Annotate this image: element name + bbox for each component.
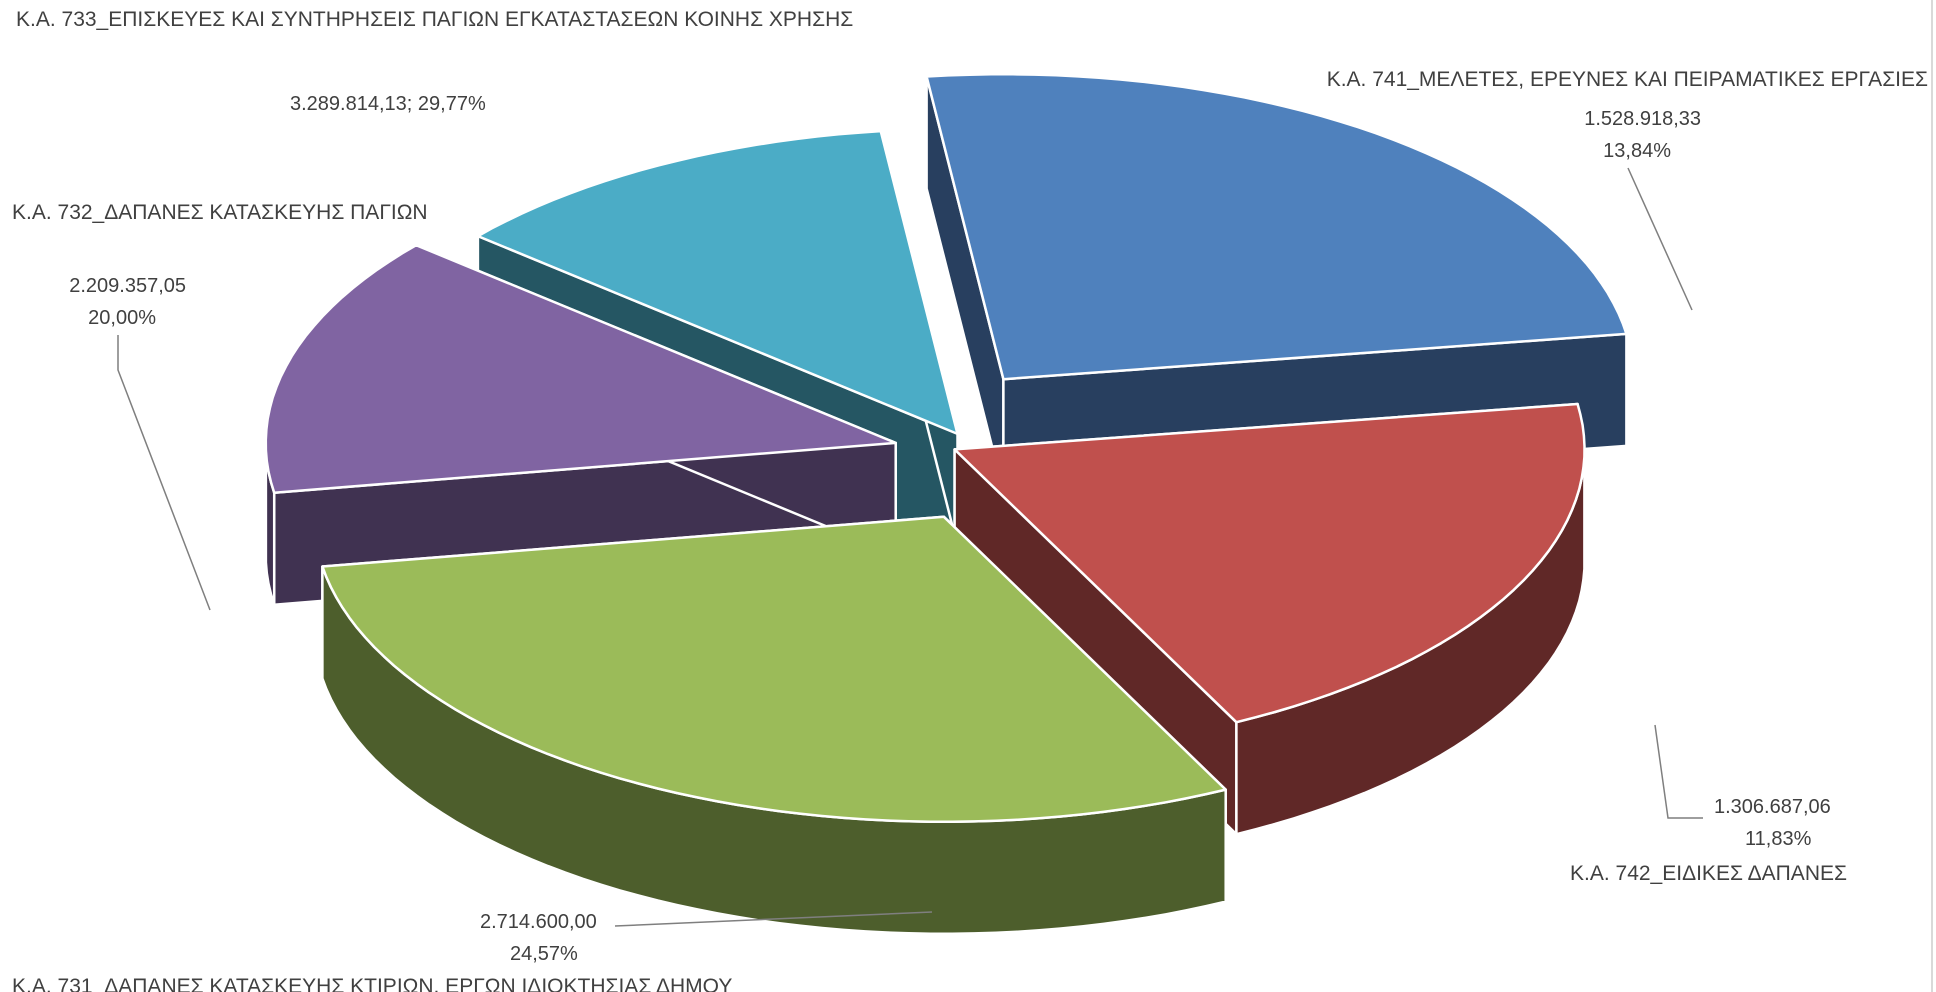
slices-layer [264,73,1628,936]
data-label-733: 3.289.814,13; 29,77% [290,93,486,115]
percent-label-731: 24,57% [510,943,578,965]
pie-slice-2 [321,515,1227,936]
category-label-731: Κ.Α. 731_ΔΑΠΑΝΕΣ ΚΑΤΑΣΚΕΥΗΣ ΚΤΙΡΙΩΝ, ΕΡΓ… [12,975,732,992]
value-label-733: 3.289.814,13 [290,93,407,115]
value-label-742: 1.306.687,06 [1714,796,1831,818]
slice-top-2 [321,515,1227,824]
category-label-742: Κ.Α. 742_ΕΙΔΙΚΕΣ ΔΑΠΑΝΕΣ [1570,862,1847,885]
slice-top-1 [953,402,1586,724]
category-label-732: Κ.Α. 732_ΔΑΠΑΝΕΣ ΚΑΤΑΣΚΕΥΗΣ ΠΑΓΙΩΝ [12,201,428,224]
percent-label-741: 13,84% [1603,140,1671,162]
leader-line-742 [1654,724,1703,819]
leader-lines [117,167,1703,927]
percent-label-732: 20,00% [88,307,156,329]
value-label-732: 2.209.357,05 [69,275,186,297]
slice-top-4 [476,129,959,436]
leader-line-741 [1627,167,1693,311]
chart-border [1931,0,1933,992]
leader-line-731 [614,911,933,927]
slice-top-0 [925,73,1628,381]
category-label-741: Κ.Α. 741_ΜΕΛΕΤΕΣ, ΕΡΕΥΝΕΣ ΚΑΙ ΠΕΙΡΑΜΑΤΙΚ… [1327,68,1928,91]
value-label-741: 1.528.918,33 [1584,108,1701,130]
percent-label-742: 11,83% [1745,828,1812,850]
leader-line-732 [117,335,211,611]
percent-label-733: 29,77% [418,93,486,115]
category-label-733: Κ.Α. 733_ΕΠΙΣΚΕΥΕΣ ΚΑΙ ΣΥΝΤΗΡΗΣΕΙΣ ΠΑΓΙΩ… [16,8,853,31]
label-separator-733: ; [407,93,418,115]
slice-top-3 [264,243,897,494]
value-label-731: 2.714.600,00 [480,911,597,933]
data-labels: Κ.Α. 733_ΕΠΙΣΚΕΥΕΣ ΚΑΙ ΣΥΝΤΗΡΗΣΕΙΣ ΠΑΓΙΩ… [12,8,1928,992]
